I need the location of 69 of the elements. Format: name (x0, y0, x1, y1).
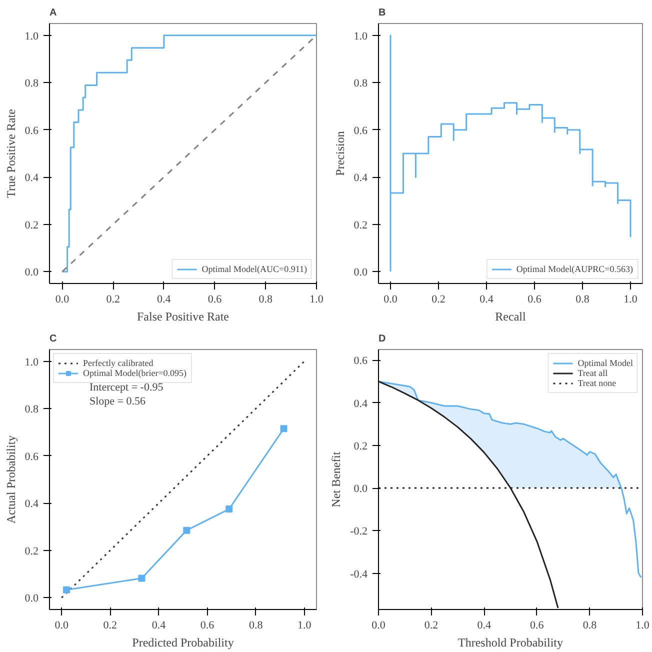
x-tick-label: 0.0 (372, 620, 386, 632)
x-axis-title: Threshold Probability (458, 636, 564, 650)
y-tick-label: 1.0 (24, 30, 39, 42)
y-tick-label: 1.0 (24, 356, 39, 368)
x-axis-title: Predicted Probability (132, 636, 234, 650)
x-tick-label: 1.0 (310, 294, 324, 306)
legend-label: Optimal Model(brier=0.095) (83, 368, 187, 378)
x-axis-title: Recall (495, 310, 526, 324)
legend-label: Treat all (578, 368, 608, 378)
x-tick-label: 0.0 (54, 620, 70, 632)
y-tick-label: 0.6 (24, 450, 39, 463)
x-tick-label: 0.8 (582, 620, 598, 632)
y-tick-label: 0.2 (24, 545, 38, 558)
legend-label: Optimal Model(AUPRC=0.563) (516, 264, 633, 274)
y-tick-label: 0.2 (354, 440, 368, 452)
annotation: Slope = 0.56 (90, 396, 146, 408)
y-tick-label: 0.2 (354, 219, 368, 232)
x-tick-label: 0.8 (248, 620, 264, 632)
legend-label: Optimal Model (578, 358, 633, 368)
y-tick-label: 0.8 (24, 78, 39, 90)
chart-title: B (378, 8, 386, 18)
x-tick-label: 1.0 (636, 620, 650, 632)
x-tick-label: 1.0 (624, 294, 638, 306)
y-tick-label: 0.0 (354, 266, 368, 279)
x-tick-label: 0.2 (106, 294, 120, 306)
x-tick-label: 0.2 (432, 294, 446, 306)
x-tick-label: 0.2 (103, 620, 118, 632)
x-axis-title: False Positive Rate (137, 310, 230, 324)
legend-label: Perfectly calibrated (83, 358, 154, 368)
chart-title: D (378, 334, 386, 344)
y-tick-label: 0.8 (24, 404, 39, 416)
chart-title: A (50, 8, 57, 18)
y-tick-label: 0.4 (354, 398, 368, 410)
y-axis-title: Actual Probability (4, 435, 18, 524)
x-tick-label: 0.8 (576, 294, 590, 306)
x-tick-label: 0.6 (200, 620, 215, 632)
chart-title: C (50, 334, 57, 344)
y-tick-label: 0.8 (354, 78, 368, 90)
x-tick-label: 0.4 (477, 620, 492, 632)
y-tick-label: 0.4 (354, 172, 368, 184)
y-axis-title: True Positive Rate (4, 109, 18, 198)
x-tick-label: 0.4 (152, 620, 166, 632)
x-tick-label: 0.8 (258, 294, 274, 306)
x-tick-label: 0.0 (384, 294, 398, 306)
x-tick-label: 0.4 (157, 294, 172, 306)
x-tick-label: 0.6 (528, 294, 542, 306)
y-tick-label: -0.2 (350, 526, 368, 538)
legend-label: Optimal Model(AUC=0.911) (202, 264, 307, 274)
y-tick-label: -0.4 (350, 568, 368, 580)
y-tick-label: 0.6 (354, 355, 368, 368)
x-tick-label: 0.6 (530, 620, 544, 632)
y-axis-title: Net Benefit (329, 451, 344, 508)
y-tick-label: 0.4 (24, 172, 39, 184)
y-tick-label: 0.6 (24, 124, 39, 137)
y-tick-label: 1.0 (354, 30, 368, 42)
y-tick-label: 0.0 (354, 483, 368, 496)
legend-label: Treat none (578, 378, 616, 388)
x-tick-label: 0.6 (208, 294, 222, 306)
y-tick-label: 0.0 (24, 266, 39, 279)
y-axis-title: Precision (332, 131, 347, 176)
x-tick-label: 0.0 (55, 294, 70, 306)
y-tick-label: 0.2 (24, 219, 38, 232)
x-tick-label: 0.4 (480, 294, 494, 306)
x-tick-label: 0.2 (424, 620, 438, 632)
y-tick-label: 0.0 (24, 592, 39, 605)
x-tick-label: 1.0 (297, 620, 312, 632)
y-tick-label: 0.6 (354, 124, 368, 137)
y-tick-label: 0.4 (24, 498, 39, 510)
annotation: Intercept = -0.95 (90, 382, 164, 394)
